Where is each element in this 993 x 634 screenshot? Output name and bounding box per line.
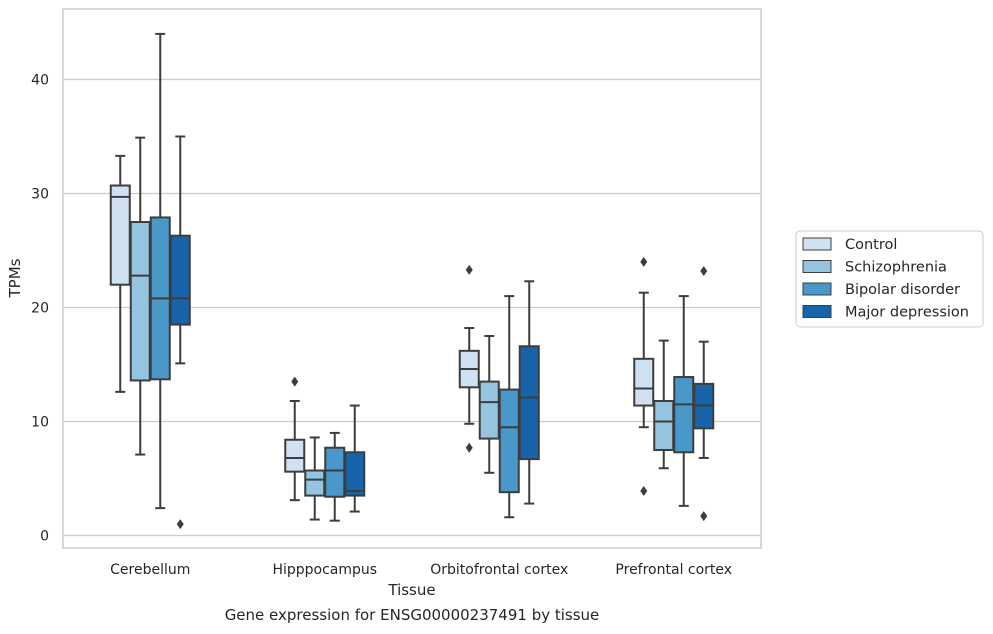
outlier-point	[700, 511, 708, 522]
box-body	[129, 221, 151, 382]
legend-label-schizophrenia: Schizophrenia	[845, 260, 947, 276]
y-axis-ticks: 0 10 20 30 40	[31, 73, 49, 545]
box-groups	[109, 32, 715, 530]
legend-label-major-depression: Major depression	[845, 305, 969, 321]
plot-frame	[62, 8, 762, 549]
box-body	[284, 438, 306, 473]
x-tick-label: Prefrontal cortex	[615, 562, 732, 578]
y-tick-label: 40	[31, 73, 49, 89]
legend-swatch-major-depression	[802, 305, 832, 318]
box-body	[498, 388, 520, 494]
legend-label-control: Control	[845, 237, 897, 253]
legend-swatch-schizophrenia	[802, 260, 832, 273]
box-body	[169, 234, 191, 326]
x-tick-label: Cerebellum	[110, 562, 190, 578]
box-bipolar-disorder	[149, 32, 171, 510]
outlier-point	[700, 266, 708, 277]
legend-label-bipolar-disorder: Bipolar disorder	[845, 282, 960, 298]
x-axis-ticks: Cerebellum Hipppocampus Orbitofrontal cort…	[110, 562, 732, 578]
box-major-depression	[518, 280, 540, 505]
box-body	[478, 380, 500, 440]
outlier-point	[291, 376, 299, 387]
box-schizophrenia	[304, 436, 326, 521]
y-tick-label: 0	[40, 529, 49, 545]
box-body	[109, 184, 131, 286]
outlier-point	[465, 264, 473, 275]
box-control	[109, 154, 131, 393]
box-major-depression	[169, 135, 191, 530]
box-bipolar-disorder	[324, 431, 346, 522]
outlier-point	[640, 486, 648, 497]
box-body	[673, 376, 695, 454]
box-control	[284, 376, 306, 502]
box-body	[344, 451, 366, 497]
y-tick-label: 20	[31, 301, 49, 317]
box-control	[633, 256, 655, 497]
legend-swatch-bipolar-disorder	[802, 282, 832, 296]
chart-caption: Gene expression for ENSG00000237491 by t…	[224, 606, 600, 624]
y-axis-label: TPMs	[6, 258, 24, 298]
legend-swatch-control	[802, 237, 832, 251]
y-tick-label: 30	[31, 187, 49, 203]
box-schizophrenia	[129, 136, 151, 456]
outlier-point	[176, 519, 184, 530]
x-tick-label: Hipppocampus	[272, 562, 377, 578]
box-body	[324, 446, 346, 498]
box-major-depression	[344, 404, 366, 513]
box-control	[458, 264, 480, 453]
outlier-point	[465, 442, 473, 453]
box-schizophrenia	[653, 339, 675, 470]
y-tick-label: 10	[31, 415, 49, 431]
box-body	[633, 357, 655, 407]
outlier-point	[640, 256, 648, 267]
box-major-depression	[693, 266, 715, 522]
box-schizophrenia	[478, 335, 500, 474]
x-axis-label: Tissue	[387, 581, 435, 599]
box-body	[653, 399, 675, 452]
box-body	[518, 345, 540, 461]
box-bipolar-disorder	[498, 295, 520, 519]
legend-frame	[795, 230, 984, 328]
x-tick-label: Orbitofrontal cortex	[430, 562, 568, 578]
box-bipolar-disorder	[673, 295, 695, 507]
box-body	[304, 469, 326, 497]
legend: Control Schizophrenia Bipolar disorder Majo…	[795, 230, 984, 328]
